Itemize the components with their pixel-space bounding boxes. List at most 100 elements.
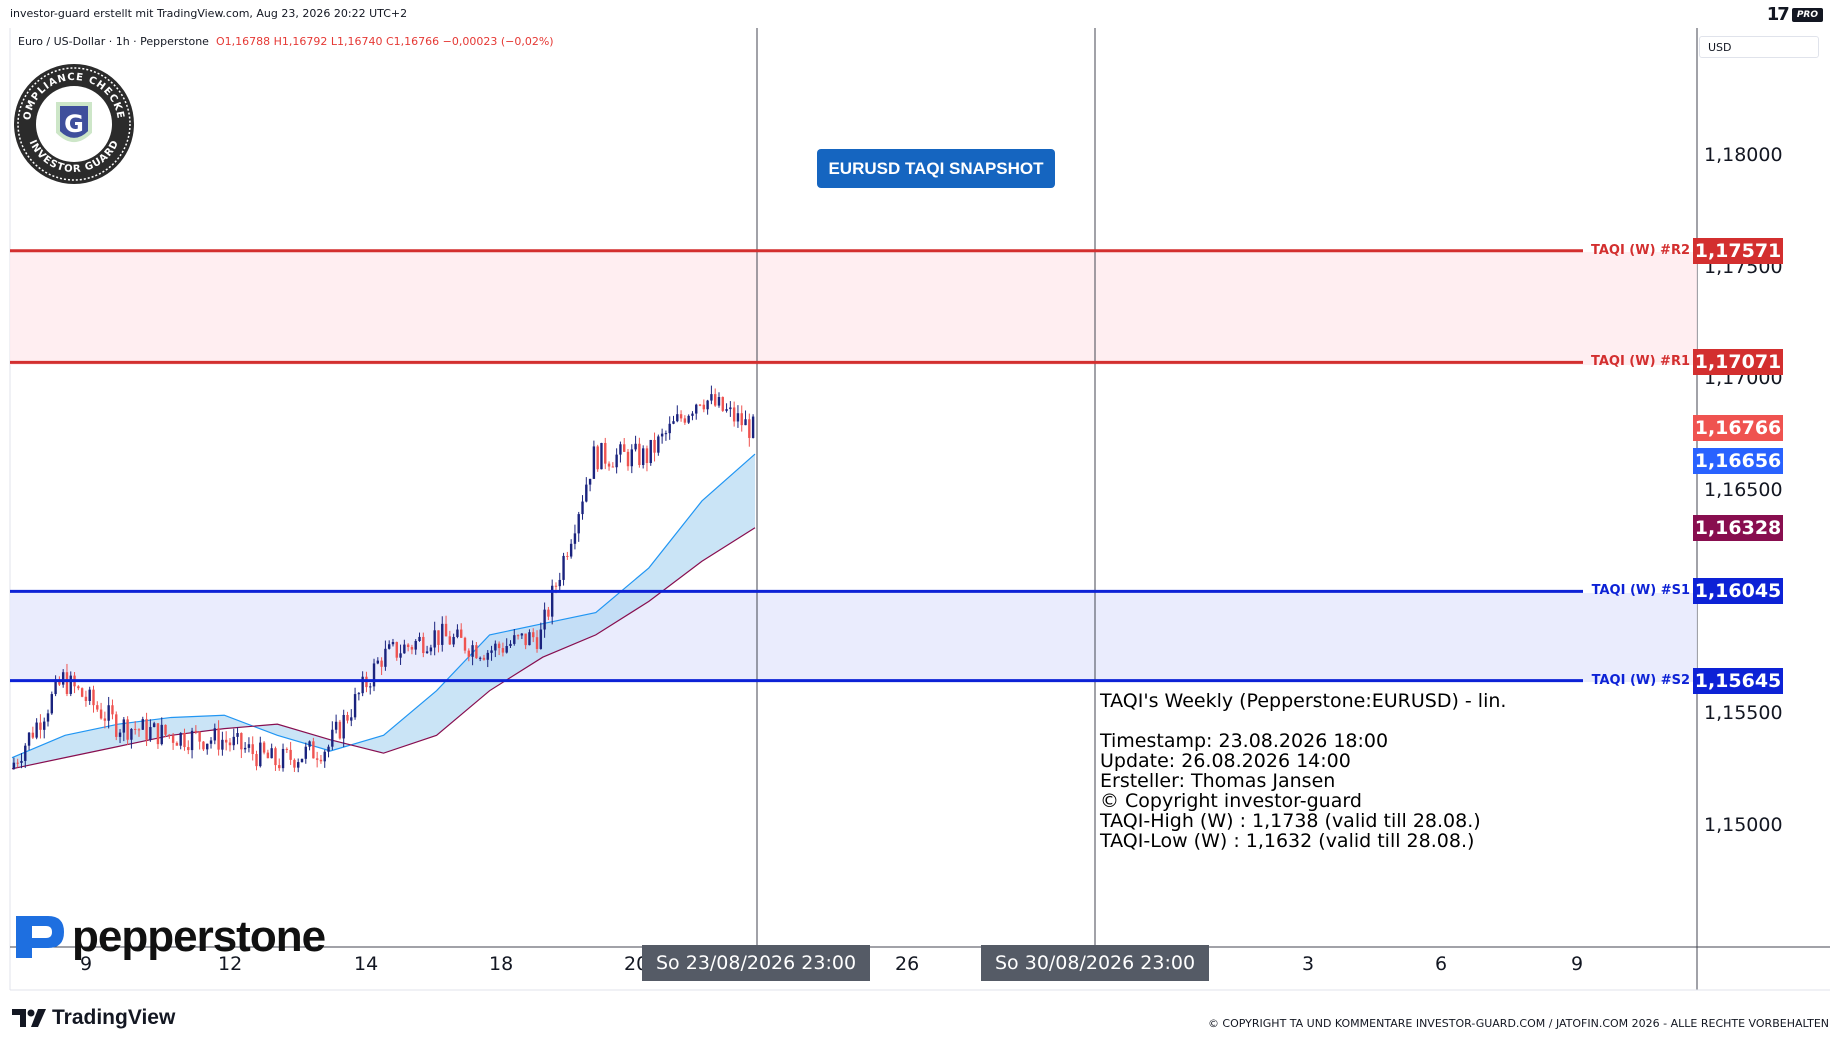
pro-badge: PRO — [1791, 7, 1823, 22]
candle-body — [372, 663, 376, 687]
candle-body — [99, 709, 103, 719]
candle-body — [327, 746, 330, 752]
candle-body — [315, 758, 319, 760]
candle-body — [285, 748, 289, 750]
candle-body — [323, 751, 326, 762]
time-axis-label: 6 — [1435, 953, 1448, 975]
candle-body — [513, 635, 516, 644]
info-line: Update: 26.08.2026 14:00 — [1100, 750, 1351, 772]
symbol-legend[interactable]: Euro / US-Dollar · 1h · Pepperstone O1,1… — [18, 35, 554, 48]
candle-body — [516, 635, 520, 637]
candle-body — [744, 419, 747, 426]
candle-body — [679, 414, 683, 419]
candle-body — [217, 728, 220, 750]
candle-body — [69, 675, 72, 694]
tradingview-pro-logo[interactable]: 17 PRO — [1767, 4, 1823, 25]
candle-body — [77, 686, 80, 689]
candle-body — [721, 397, 724, 411]
candle-body — [308, 741, 311, 747]
level-price-tag: 1,17571 — [1693, 237, 1783, 264]
candle-body — [604, 442, 607, 464]
candle-body — [65, 672, 69, 694]
candle-body — [122, 719, 126, 733]
current-price-tag: 1,16766 — [1693, 415, 1783, 442]
candle-body — [490, 650, 493, 653]
level-label: TAQI (W) #S2 — [1591, 672, 1690, 688]
candle-body — [649, 439, 652, 464]
candle-body — [645, 448, 649, 464]
candle-body — [369, 686, 372, 688]
time-marker: So 23/08/2026 23:00 — [642, 945, 871, 981]
candle-body — [61, 672, 65, 685]
candle-body — [505, 645, 508, 653]
candle-body — [240, 733, 243, 750]
info-line: TAQI-High (W) : 1,1738 (valid till 28.08… — [1100, 810, 1481, 832]
info-line: Ersteller: Thomas Jansen — [1100, 770, 1336, 792]
candle-body — [653, 439, 656, 453]
candle-body — [414, 640, 417, 650]
support-zone — [10, 593, 1697, 682]
axis-price-label: 1,18000 — [1704, 144, 1783, 166]
info-line: TAQI's Weekly (Pepperstone:EURUSD) - lin… — [1100, 690, 1507, 712]
candle-body — [20, 760, 23, 763]
candle-body — [600, 442, 603, 470]
badge-letter: G — [64, 110, 84, 138]
candle-body — [550, 585, 554, 617]
candle-body — [31, 732, 35, 738]
candle-body — [641, 448, 645, 466]
time-axis-label: 26 — [895, 953, 920, 975]
candle-body — [524, 633, 527, 646]
candle-body — [547, 609, 550, 617]
candle-body — [141, 719, 144, 730]
candle-body — [232, 736, 235, 746]
tradingview-text: TradingView — [52, 1006, 176, 1029]
candle-body — [695, 404, 698, 414]
candle-body — [623, 444, 626, 452]
candle-body — [433, 630, 436, 648]
candle-body — [630, 449, 633, 467]
candle-body — [626, 451, 630, 467]
candle-body — [691, 413, 694, 416]
taqi-info-box: TAQI's Weekly (Pepperstone:EURUSD) - lin… — [1100, 691, 1506, 851]
candle-body — [554, 585, 558, 587]
candle-body — [717, 397, 721, 406]
time-axis-label: 12 — [218, 953, 243, 975]
candle-body — [403, 644, 406, 654]
candle-body — [664, 433, 668, 435]
candle-body — [221, 739, 224, 750]
level-label: TAQI (W) #R2 — [1590, 242, 1690, 258]
candle-body — [437, 630, 440, 645]
candle-body — [725, 409, 728, 411]
copyright-notice: © COPYRIGHT TA UND KOMMENTARE INVESTOR-G… — [1207, 1017, 1829, 1030]
tradingview-icon — [12, 1009, 46, 1027]
candle-body — [251, 744, 254, 755]
candle-body — [596, 446, 599, 470]
candle-body — [444, 623, 448, 637]
candle-body — [130, 728, 133, 740]
candle-body — [137, 729, 141, 731]
candle-body — [342, 714, 345, 739]
candle-body — [418, 636, 421, 641]
currency-selector[interactable]: USD — [1699, 36, 1819, 58]
snapshot-button[interactable]: EURUSD TAQI SNAPSHOT — [817, 149, 1055, 188]
candle-body — [748, 419, 751, 438]
current-price-tag: 1,16328 — [1693, 515, 1783, 542]
candle-body — [126, 719, 129, 740]
candle-body — [706, 400, 709, 410]
candle-body — [236, 733, 239, 737]
candle-body — [304, 746, 307, 759]
time-axis-label: 9 — [80, 953, 93, 975]
candle-body — [422, 636, 425, 654]
candle-body — [441, 623, 444, 645]
candle-body — [740, 413, 743, 426]
candle-body — [54, 679, 57, 695]
candle-body — [259, 742, 262, 767]
candle-body — [247, 744, 251, 748]
candle-body — [710, 394, 713, 401]
candle-body — [12, 762, 16, 769]
candle-body — [115, 714, 118, 737]
candle-body — [532, 632, 535, 638]
tradingview-footer-logo[interactable]: TradingView — [12, 1006, 175, 1030]
info-line: © Copyright investor-guard — [1100, 790, 1362, 812]
